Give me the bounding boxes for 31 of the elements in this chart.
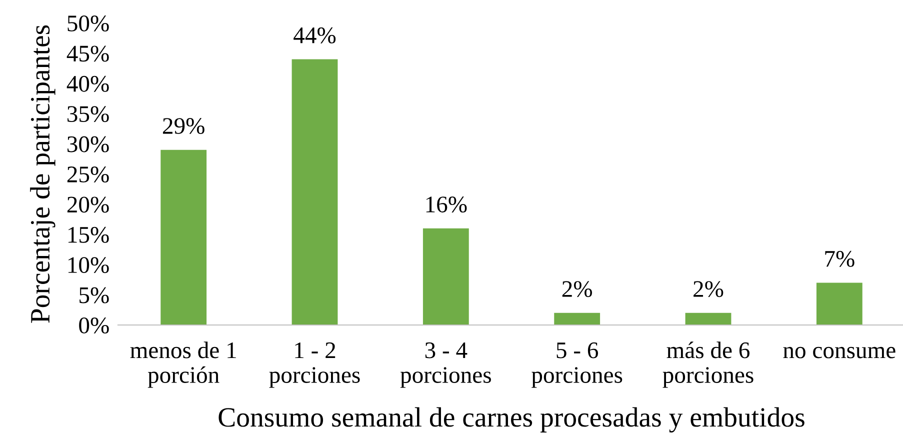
y-tick-label: 45% <box>66 46 109 62</box>
x-tick-label: menos de 1 porción <box>130 342 236 388</box>
y-tick-label: 5% <box>80 287 109 304</box>
y-tick-label: 30% <box>68 136 109 152</box>
y-tick-label: 50% <box>68 15 109 32</box>
y-tick-label: 10% <box>68 257 109 274</box>
bar <box>160 150 207 325</box>
bar <box>685 312 732 325</box>
bar <box>292 59 338 325</box>
y-tick-label: 25% <box>67 166 109 182</box>
data-label: 2% <box>694 281 724 298</box>
data-label: 16% <box>426 196 467 213</box>
y-tick-label: 20% <box>67 196 109 213</box>
x-tick-label: 3 - 4 porciones <box>400 342 491 388</box>
y-tick-label: 0% <box>79 317 109 334</box>
x-axis-title: Consumo semanal de carnes procesadas y embutidos <box>218 407 804 433</box>
y-axis-title: Porcentaje de participantes <box>30 25 56 323</box>
data-label: 44% <box>294 27 336 44</box>
data-label: 29% <box>162 118 204 134</box>
bar <box>554 312 600 325</box>
x-tick-label: 5 - 6 porciones <box>532 342 622 388</box>
data-label: 2% <box>562 281 592 298</box>
x-tick-label: 1 - 2 porciones <box>269 342 360 388</box>
x-tick-label: más de 6 porciones <box>662 342 754 388</box>
data-label: 7% <box>825 250 854 267</box>
bar <box>816 282 862 325</box>
x-tick-label: no consume <box>783 346 896 358</box>
bar <box>422 228 469 325</box>
y-tick-label: 35% <box>68 106 109 122</box>
y-tick-label: 40% <box>66 76 109 92</box>
y-tick-label: 15% <box>68 226 109 243</box>
